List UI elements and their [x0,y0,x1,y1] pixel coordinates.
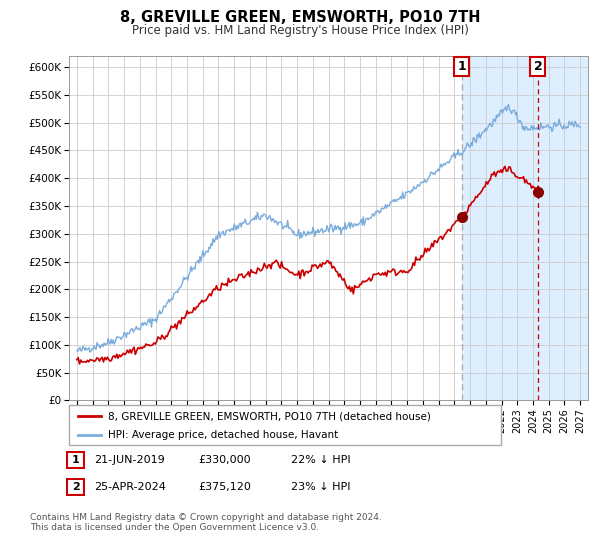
Text: 25-APR-2024: 25-APR-2024 [94,482,166,492]
Bar [462,56,588,400]
Text: £375,120: £375,120 [198,482,251,492]
Text: 2: 2 [533,60,542,73]
Text: 8, GREVILLE GREEN, EMSWORTH, PO10 7TH (detached house): 8, GREVILLE GREEN, EMSWORTH, PO10 7TH (d… [108,411,431,421]
Text: This data is licensed under the Open Government Licence v3.0.: This data is licensed under the Open Gov… [30,523,319,532]
Text: HPI: Average price, detached house, Havant: HPI: Average price, detached house, Hava… [108,430,338,440]
Text: 2: 2 [72,482,79,492]
Text: 22% ↓ HPI: 22% ↓ HPI [291,455,350,465]
Text: 1: 1 [72,455,79,465]
Text: 21-JUN-2019: 21-JUN-2019 [94,455,165,465]
Text: 1: 1 [457,60,466,73]
FancyBboxPatch shape [69,405,501,445]
Text: 8, GREVILLE GREEN, EMSWORTH, PO10 7TH: 8, GREVILLE GREEN, EMSWORTH, PO10 7TH [120,10,480,25]
Text: 23% ↓ HPI: 23% ↓ HPI [291,482,350,492]
Text: Contains HM Land Registry data © Crown copyright and database right 2024.: Contains HM Land Registry data © Crown c… [30,513,382,522]
Text: Price paid vs. HM Land Registry's House Price Index (HPI): Price paid vs. HM Land Registry's House … [131,24,469,36]
FancyBboxPatch shape [67,452,84,468]
FancyBboxPatch shape [67,479,84,495]
Text: £330,000: £330,000 [198,455,251,465]
